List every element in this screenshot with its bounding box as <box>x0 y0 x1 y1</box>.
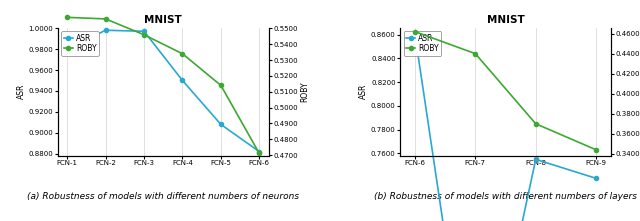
ASR <box>255 150 263 153</box>
ASR <box>102 29 109 32</box>
ASR <box>217 123 225 126</box>
ASR <box>179 79 186 82</box>
Line: ROBY: ROBY <box>65 15 261 156</box>
Title: MNIST: MNIST <box>145 15 182 25</box>
ROBY <box>102 18 109 20</box>
Text: (a) Robustness of models with different numbers of neurons: (a) Robustness of models with different … <box>27 192 300 201</box>
ASR <box>63 48 71 50</box>
ROBY <box>217 84 225 87</box>
ROBY <box>140 33 148 36</box>
ROBY <box>411 30 419 33</box>
ASR <box>532 158 540 161</box>
ROBY <box>255 152 263 155</box>
ASR <box>140 30 148 33</box>
ROBY <box>592 149 600 151</box>
ROBY <box>63 16 71 19</box>
Title: MNIST: MNIST <box>486 15 524 25</box>
Legend: ASR, ROBY: ASR, ROBY <box>61 31 99 55</box>
Legend: ASR, ROBY: ASR, ROBY <box>404 31 441 55</box>
ROBY <box>179 52 186 55</box>
ROBY <box>532 122 540 125</box>
Line: ASR: ASR <box>413 33 598 221</box>
Y-axis label: ASR: ASR <box>17 84 26 99</box>
Y-axis label: ASR: ASR <box>359 84 368 99</box>
ROBY <box>472 52 479 55</box>
ASR <box>411 33 419 36</box>
ASR <box>592 177 600 180</box>
Line: ASR: ASR <box>65 28 261 154</box>
Line: ROBY: ROBY <box>413 30 598 152</box>
Text: (b) Robustness of models with different numbers of layers: (b) Robustness of models with different … <box>374 192 637 201</box>
Y-axis label: ROBY: ROBY <box>300 81 310 102</box>
